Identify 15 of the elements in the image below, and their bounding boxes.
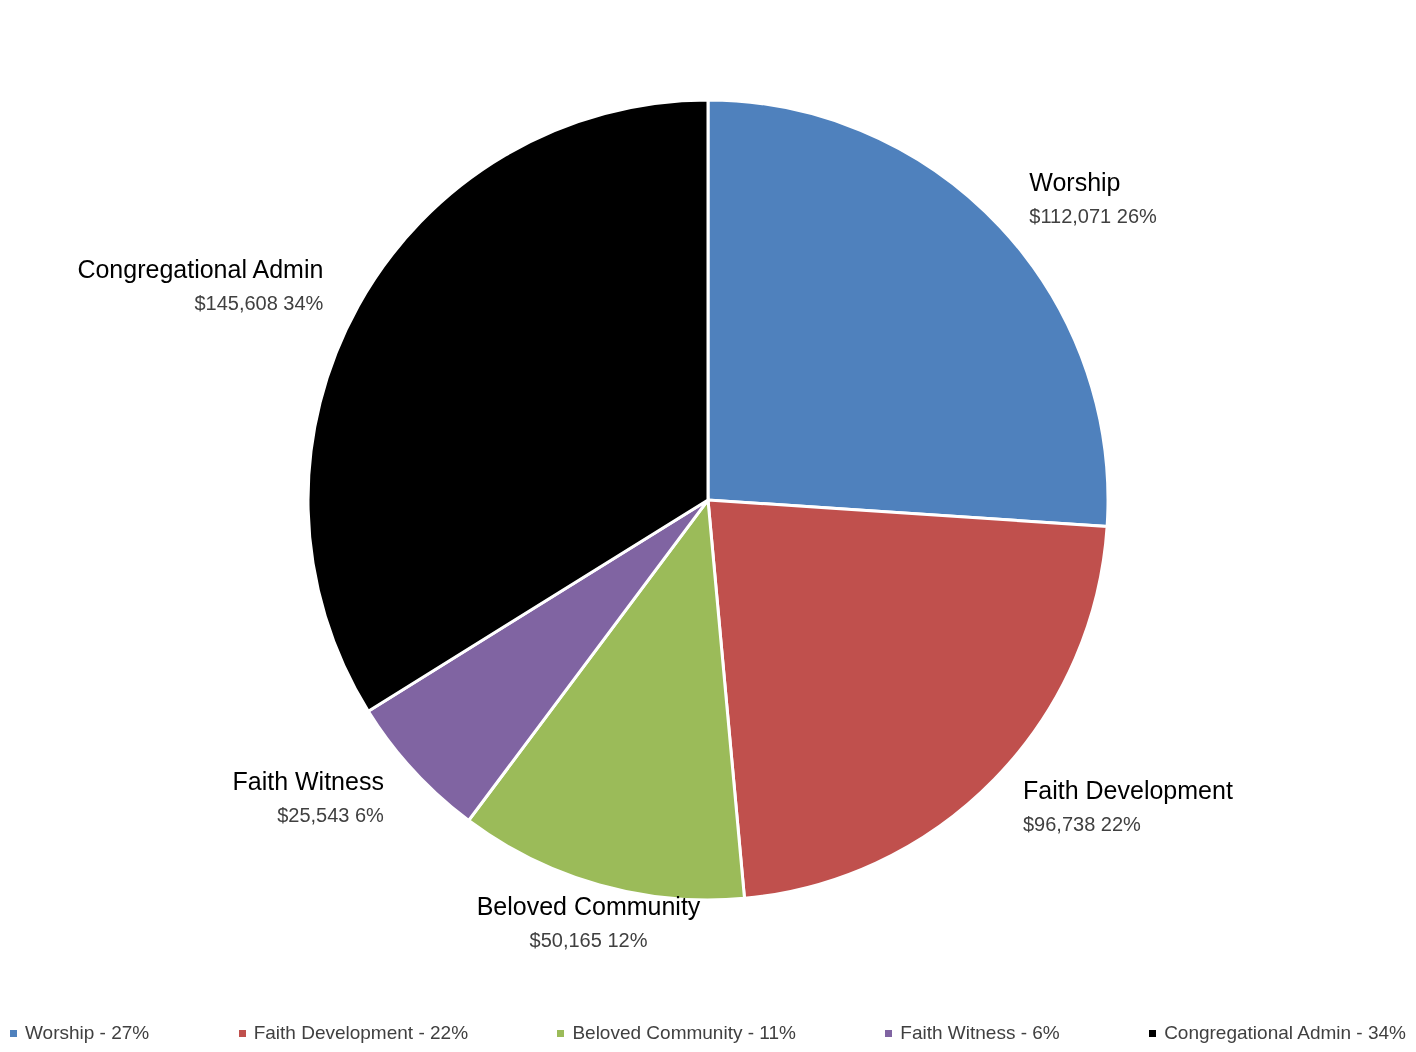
data-label: $25,543 6%: [277, 803, 385, 826]
slice-label: Faith Witness: [232, 766, 384, 795]
data-label: $96,738 22%: [1023, 813, 1142, 836]
text: Worship - 27%: [25, 1022, 150, 1044]
text: Faith Development - 22%: [253, 1022, 469, 1044]
slice-label: Beloved Community: [476, 892, 701, 921]
text: Faith Witness - 6%: [900, 1022, 1060, 1044]
slice-label: Worship: [1029, 168, 1121, 197]
data-label: $145,608 34%: [194, 292, 324, 315]
text: Beloved Community - 11%: [572, 1022, 796, 1044]
slice-label: Congregational Admin: [77, 255, 324, 284]
data-label: $50,165 12%: [529, 929, 648, 952]
text: Congregational Admin - 34%: [1164, 1022, 1406, 1044]
data-label: $112,071 26%: [1029, 205, 1158, 228]
slice-label: Faith Development: [1023, 776, 1233, 805]
